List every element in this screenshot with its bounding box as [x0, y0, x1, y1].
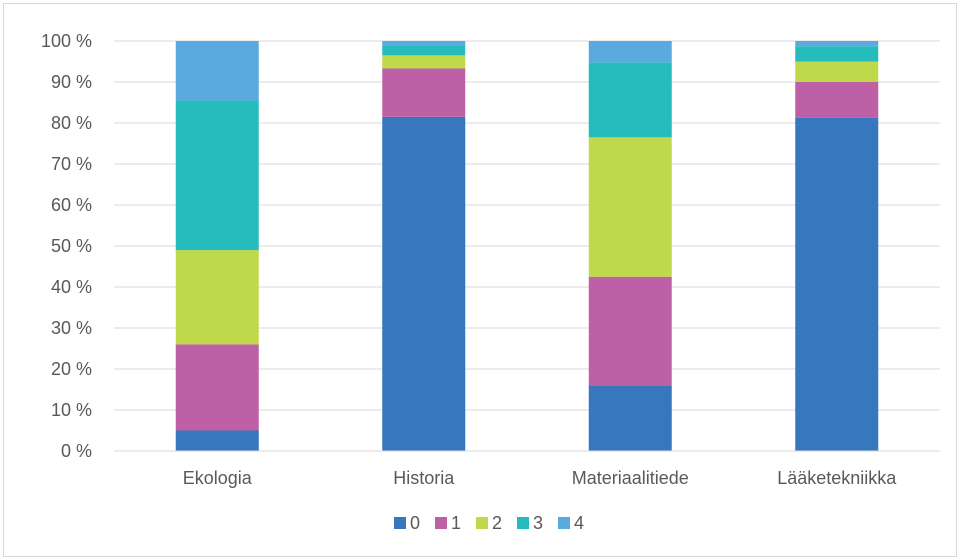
bar-segment-2-ekologia	[175, 250, 259, 345]
bar-segment-1-ekologia	[175, 344, 259, 431]
category-labels: Ekologia Historia Materiaalitiede Lääketekn…	[183, 468, 898, 488]
bar-segment-0-materiaalitiede	[588, 385, 672, 451]
x-category-label: Materiaalitiede	[572, 468, 689, 488]
legend-label: 3	[533, 513, 543, 533]
bar-segment-4-materiaalitiede	[588, 41, 672, 63]
y-tick-label: 0 %	[61, 441, 92, 461]
legend: 0 1 2 3 4	[394, 513, 584, 533]
bar-segment-2-materiaalitiede	[588, 137, 672, 277]
legend-swatch	[558, 517, 570, 529]
bar-segment-3-historia	[382, 45, 466, 56]
bar-segment-3-lääketekniikka	[795, 46, 879, 62]
legend-label: 2	[492, 513, 502, 533]
bar-segment-4-historia	[382, 41, 466, 46]
bar-segment-3-ekologia	[175, 100, 259, 251]
x-category-label: Ekologia	[183, 468, 253, 488]
bar-segment-1-materiaalitiede	[588, 276, 672, 386]
bar-segment-2-lääketekniikka	[795, 61, 879, 82]
legend-swatch	[435, 517, 447, 529]
y-tick-label: 80 %	[51, 113, 92, 133]
bar-segment-1-historia	[382, 68, 466, 117]
bar-segment-2-historia	[382, 55, 466, 69]
bar-segment-0-historia	[382, 116, 466, 451]
legend-swatch	[517, 517, 529, 529]
bars	[175, 41, 879, 452]
y-tick-label: 20 %	[51, 359, 92, 379]
y-tick-label: 40 %	[51, 277, 92, 297]
bar-segment-4-ekologia	[175, 41, 259, 101]
y-tick-label: 70 %	[51, 154, 92, 174]
y-tick-label: 50 %	[51, 236, 92, 256]
legend-label: 0	[410, 513, 420, 533]
y-tick-label: 100 %	[41, 31, 92, 51]
bar-segment-1-lääketekniikka	[795, 82, 879, 118]
legend-swatch	[476, 517, 488, 529]
x-category-label: Lääketekniikka	[777, 468, 897, 488]
y-tick-label: 90 %	[51, 72, 92, 92]
bar-segment-4-lääketekniikka	[795, 41, 879, 47]
bar-segment-3-materiaalitiede	[588, 62, 672, 138]
legend-label: 1	[451, 513, 461, 533]
y-tick-label: 30 %	[51, 318, 92, 338]
legend-swatch	[394, 517, 406, 529]
y-axis-ticks: 0 % 10 % 20 % 30 % 40 % 50 % 60 % 70 % 80 % 90 % 1…	[41, 31, 92, 461]
y-tick-label: 10 %	[51, 400, 92, 420]
legend-label: 4	[574, 513, 584, 533]
bar-segment-0-lääketekniikka	[795, 117, 879, 452]
x-category-label: Historia	[393, 468, 455, 488]
y-tick-label: 60 %	[51, 195, 92, 215]
bar-segment-0-ekologia	[175, 430, 259, 451]
